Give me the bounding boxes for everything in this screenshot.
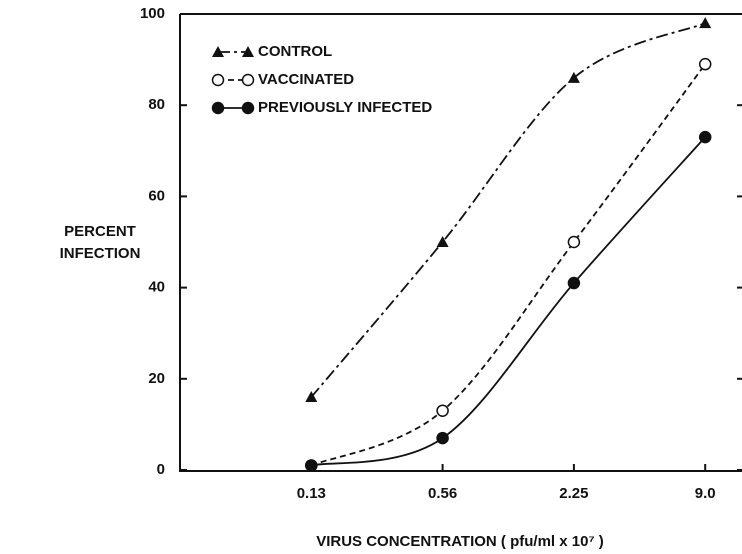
- marker: [211, 73, 225, 87]
- x-tick-label: 0.13: [297, 485, 326, 502]
- marker: [698, 57, 712, 71]
- marker: [241, 73, 255, 87]
- series-line: [310, 22, 706, 398]
- x-tick-label: 2.25: [559, 485, 588, 502]
- x-tick-label: 0.56: [428, 485, 457, 502]
- y-tick-label: 60: [148, 187, 165, 204]
- y-tick-label: 100: [140, 5, 165, 22]
- y-tick-label: 20: [148, 370, 165, 387]
- marker: [436, 404, 449, 417]
- marker: [567, 71, 580, 83]
- x-tick-label: 9.0: [695, 485, 716, 502]
- marker: [567, 276, 581, 290]
- marker: [211, 101, 225, 115]
- marker: [305, 459, 318, 472]
- marker: [698, 130, 712, 144]
- marker: [305, 391, 318, 403]
- marker: [436, 431, 449, 445]
- y-tick-label: 80: [148, 96, 165, 113]
- legend-label: PREVIOUSLY INFECTED: [258, 99, 432, 116]
- x-axis-label: VIRUS CONCENTRATION ( pfu/ml x 10⁷ ): [316, 533, 604, 550]
- series-line: [310, 63, 706, 467]
- series-line: [311, 136, 706, 467]
- marker: [212, 46, 224, 57]
- y-axis-label: INFECTION: [60, 245, 141, 262]
- y-axis-label: PERCENT: [64, 223, 136, 240]
- y-tick-label: 40: [148, 279, 165, 296]
- marker: [241, 101, 255, 115]
- legend-label: VACCINATED: [258, 71, 354, 88]
- marker: [699, 17, 712, 29]
- marker: [567, 235, 581, 249]
- y-tick-label: 0: [157, 461, 165, 478]
- marker: [242, 46, 254, 57]
- legend-label: CONTROL: [258, 43, 332, 60]
- marker: [436, 236, 449, 247]
